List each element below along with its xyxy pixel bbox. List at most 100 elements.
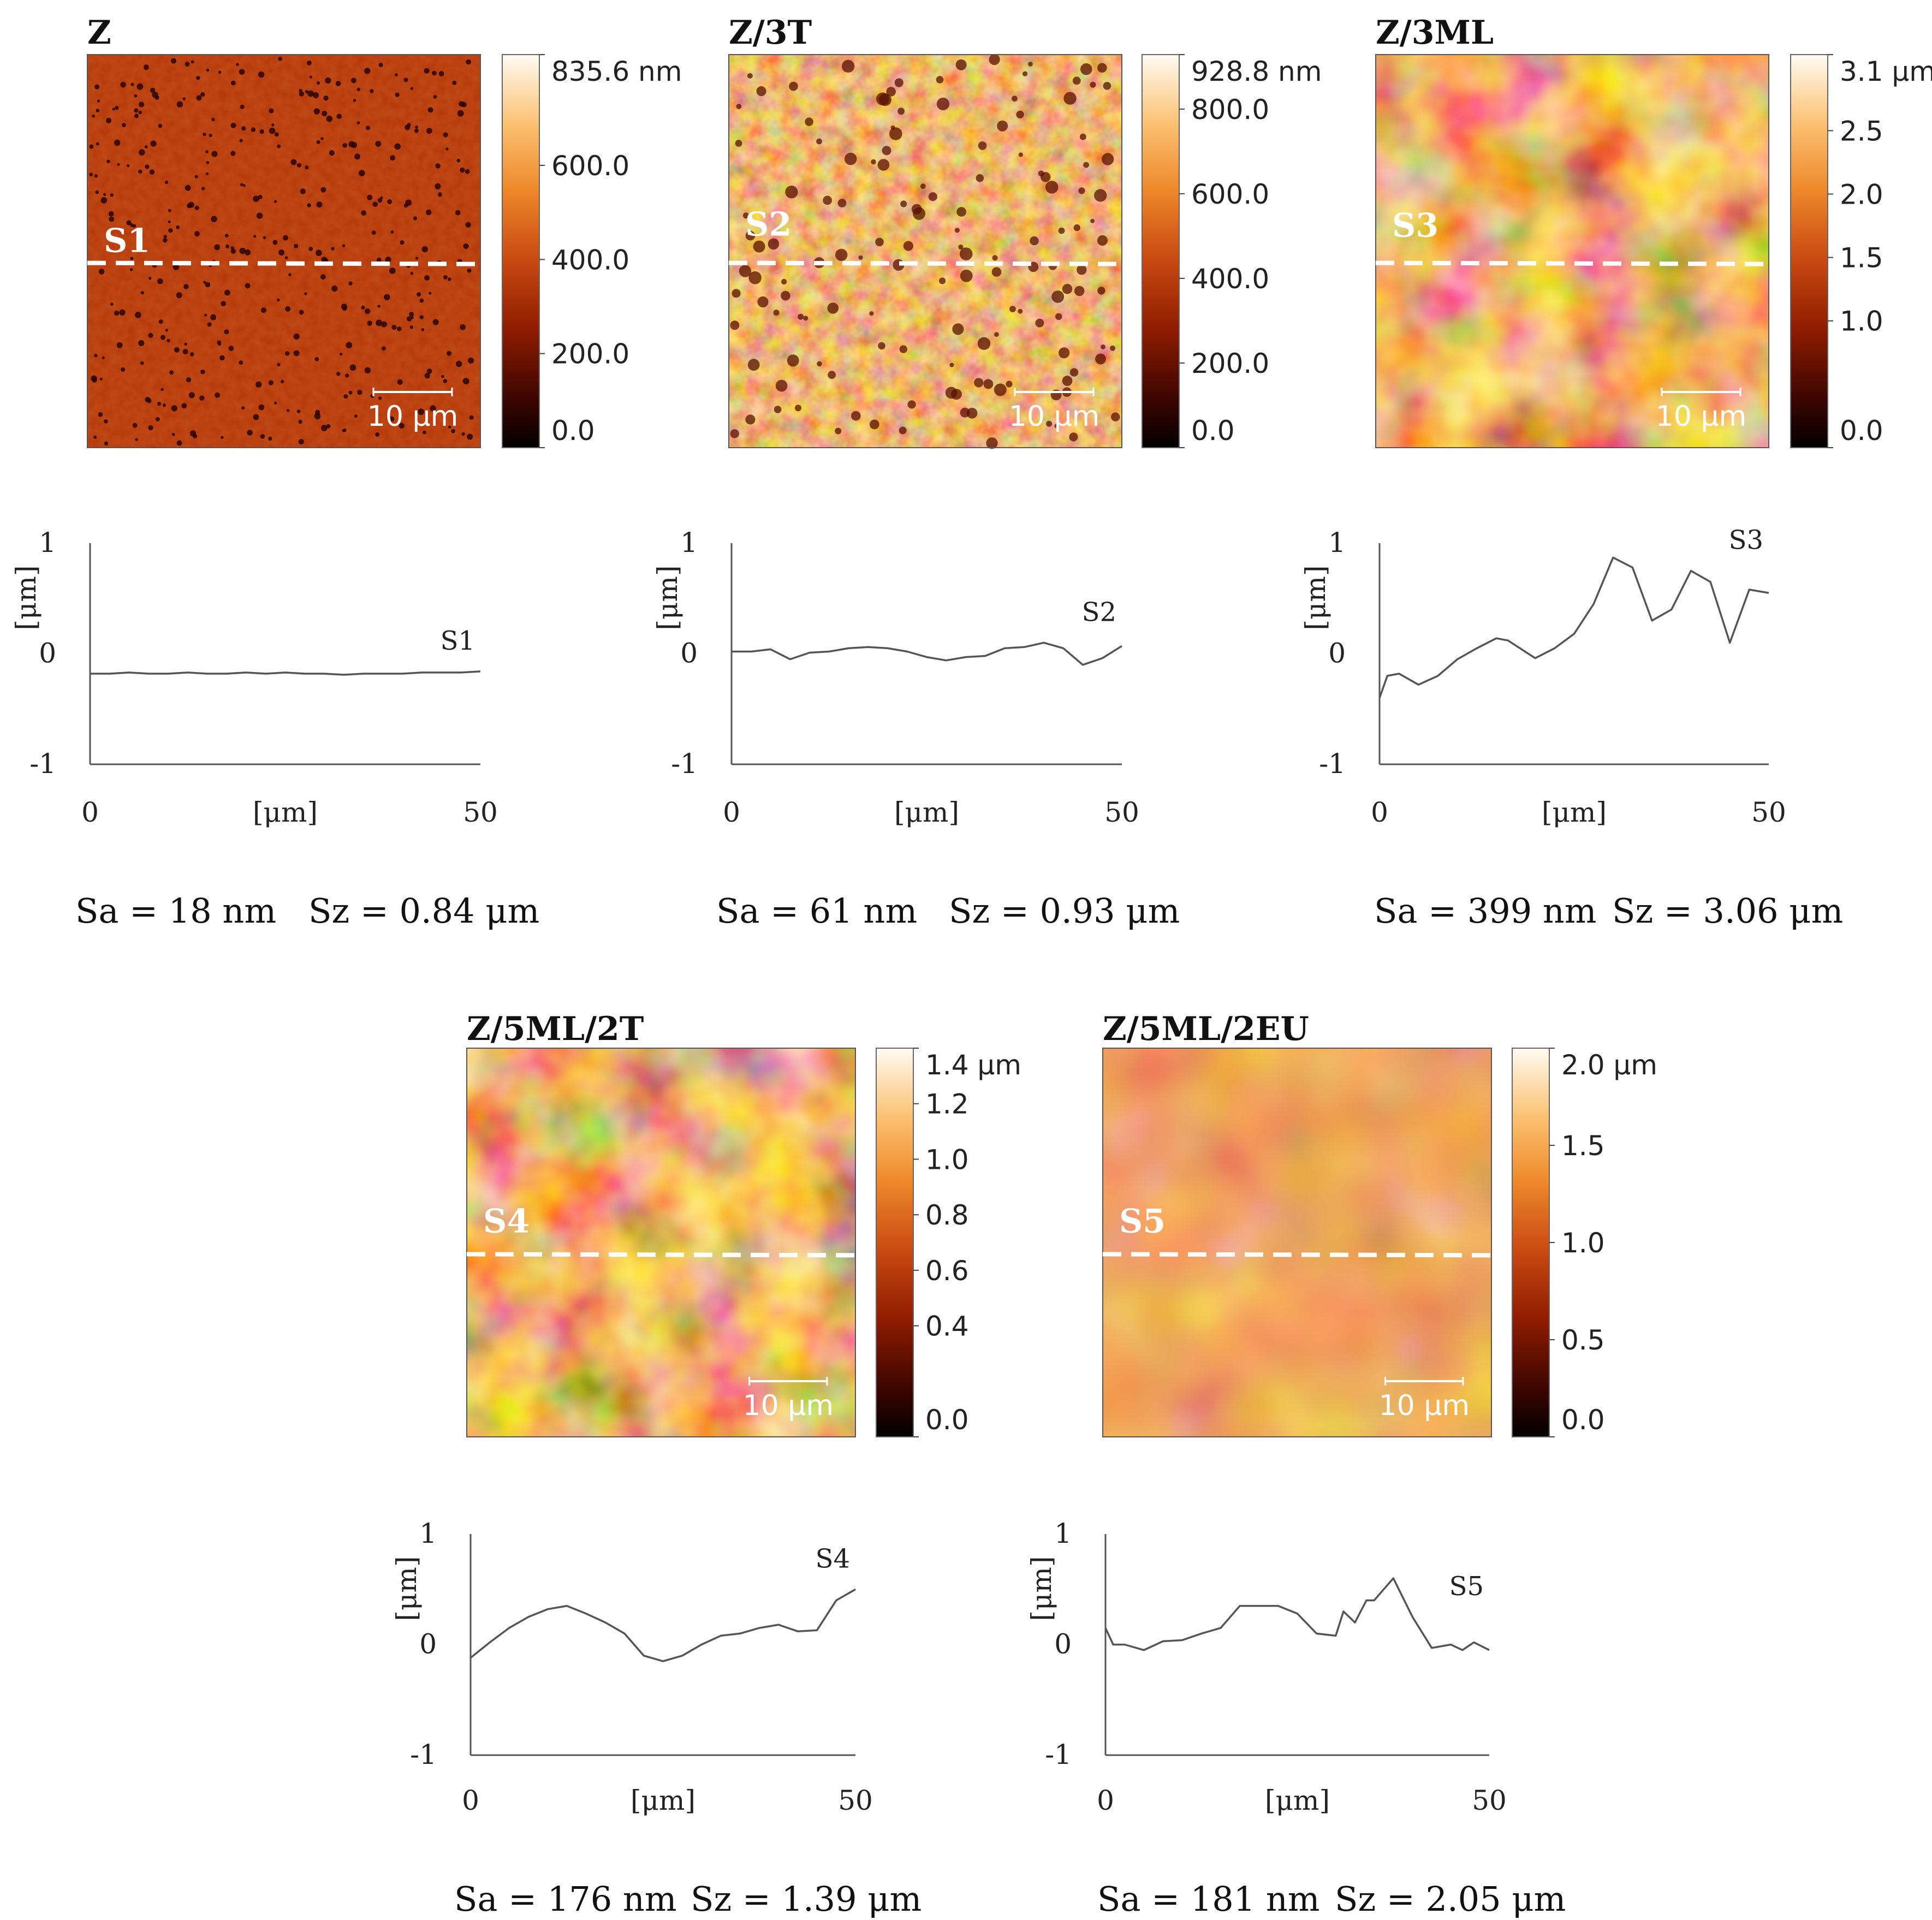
surface-pit	[978, 141, 987, 150]
surface-pit	[335, 81, 341, 86]
surface-pit	[869, 311, 874, 316]
surface-pit	[903, 241, 913, 251]
surface-pit	[939, 277, 946, 284]
x-tick-label: 0	[723, 796, 740, 828]
surface-pit	[397, 379, 403, 385]
colorbar-tick-label: 0.0	[1840, 415, 1883, 447]
surface-pit	[298, 419, 302, 424]
surface-pit	[936, 97, 950, 110]
surface-pit	[320, 137, 324, 140]
surface-pit	[168, 228, 173, 233]
x-axis-label: [μm]	[894, 796, 959, 828]
surface-pit	[193, 434, 198, 439]
surface-pit	[321, 257, 328, 263]
surface-pit	[742, 212, 749, 219]
surface-pit	[200, 92, 205, 97]
surface-pit	[354, 153, 360, 160]
surface-pit	[989, 54, 1000, 66]
surface-pit	[130, 82, 134, 86]
y-axis-label: [μm]	[391, 1556, 423, 1621]
surface-pit	[966, 407, 978, 419]
surface-pit	[127, 164, 130, 168]
surface-pit	[341, 304, 348, 310]
colorbar-tick-label: 0.4	[925, 1311, 969, 1342]
surface-pit	[400, 240, 405, 245]
afm-height-map: S3 10 μm	[1375, 54, 1769, 448]
surface-pit	[320, 187, 326, 193]
surface-pit	[803, 316, 809, 321]
map-frame	[466, 1048, 856, 1437]
surface-pit	[409, 312, 414, 317]
surface-pit	[1012, 96, 1018, 102]
y-tick-label: 1	[680, 527, 698, 558]
surface-pit	[461, 432, 465, 436]
surface-pit	[897, 108, 905, 115]
surface-pit	[224, 329, 229, 335]
surface-pit	[949, 362, 954, 367]
surface-pit	[307, 90, 314, 97]
surface-pit	[457, 110, 464, 117]
surface-pit	[278, 56, 283, 61]
surface-pit	[976, 174, 984, 182]
surface-pit	[304, 292, 307, 295]
surface-pit	[435, 183, 441, 189]
surface-pit	[214, 244, 221, 251]
profile-series-label: S3	[1729, 525, 1763, 556]
scale-bar-label: 10 μm	[1379, 1389, 1470, 1422]
y-axis-label: [μm]	[652, 566, 683, 631]
surface-pit	[138, 340, 145, 347]
colorbar-tick-label: 200.0	[551, 338, 629, 370]
surface-pit	[823, 195, 832, 205]
colorbar-tick-label: 1.0	[925, 1144, 969, 1175]
surface-pit	[955, 59, 967, 70]
surface-pit	[230, 80, 236, 86]
surface-pit	[1077, 265, 1087, 275]
surface-pit	[269, 108, 274, 114]
map-profile-label: S5	[1119, 1202, 1166, 1240]
surface-pit	[323, 96, 329, 101]
surface-pit	[144, 145, 148, 148]
surface-pit	[1030, 236, 1039, 246]
surface-pit	[211, 151, 218, 157]
colorbar-tick-label: 600.0	[551, 150, 629, 182]
surface-pit	[176, 225, 180, 229]
colorbar-tick-label: 928.8 nm	[1191, 56, 1322, 87]
scale-bar-label: 10 μm	[1656, 400, 1746, 433]
surface-pit	[194, 231, 200, 237]
colorbar-tick-label: 1.5	[1840, 242, 1883, 274]
surface-pit	[376, 257, 382, 263]
surface-pit	[426, 368, 432, 374]
colorbar-tick-label: 600.0	[1191, 179, 1269, 210]
surface-pit	[114, 310, 120, 316]
map-profile-label: S2	[745, 206, 792, 244]
surface-pit	[370, 89, 374, 93]
surface-pit	[326, 115, 333, 122]
surface-pit	[211, 117, 215, 122]
x-tick-label: 0	[1097, 1785, 1114, 1816]
surface-pit	[194, 205, 199, 210]
surface-pit	[350, 78, 356, 84]
surface-pit	[920, 183, 926, 189]
surface-pit	[114, 139, 121, 146]
surface-pit	[430, 405, 436, 412]
profile-series-line	[1104, 1577, 1490, 1651]
surface-pit	[911, 204, 922, 215]
surface-pit	[293, 333, 300, 340]
surface-pit	[952, 323, 964, 335]
surface-pit	[158, 123, 163, 128]
surface-pit	[158, 319, 163, 324]
x-tick-label: 0	[81, 796, 99, 828]
surface-pit	[129, 268, 133, 271]
roughness-sz: Sz = 0.93 μm	[949, 891, 1180, 931]
surface-pit	[313, 92, 319, 98]
surface-pit	[1101, 344, 1105, 349]
surface-pit	[206, 161, 210, 164]
y-axis-label: [μm]	[10, 566, 42, 631]
surface-pit	[1090, 81, 1096, 88]
surface-pit	[296, 163, 302, 168]
surface-pit	[253, 414, 259, 420]
y-tick-label: 1	[1054, 1518, 1072, 1549]
surface-pit	[396, 326, 402, 331]
surface-pit	[423, 430, 426, 435]
